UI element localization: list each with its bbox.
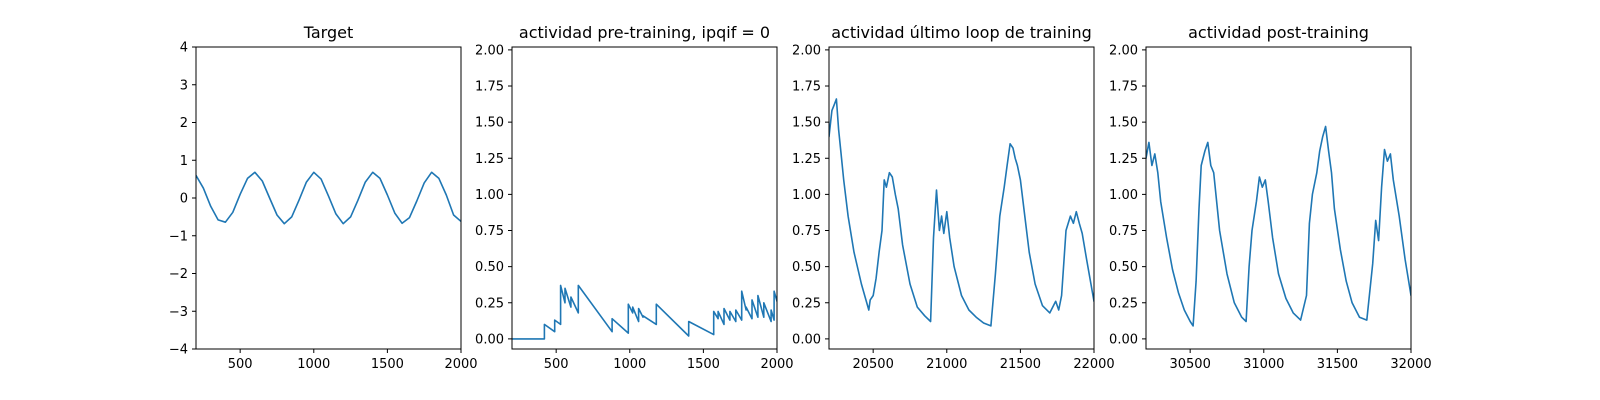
- x-tick-label: 2000: [760, 357, 793, 372]
- y-tick-label: −1: [169, 229, 188, 244]
- y-tick-label: 3: [180, 78, 188, 93]
- y-tick-label: 1.75: [1109, 80, 1138, 95]
- y-tick-label: 0.25: [475, 296, 504, 311]
- y-tick-label: 0.00: [792, 332, 821, 347]
- y-tick-label: 0.50: [1109, 260, 1138, 275]
- chart-panel-3: actividad último loop de training 20500 21…: [792, 23, 1115, 372]
- x-tick-label: 1500: [371, 357, 404, 372]
- y-tick-label: 1: [180, 154, 188, 169]
- y-tick-label: 4: [180, 41, 188, 56]
- chart-panel-1: Target 500 1000 1500 2000 −4 −3 −2 −1 0 1 2 3 4: [169, 23, 478, 372]
- chart-title: Target: [303, 23, 354, 42]
- y-tick-label: 2.00: [792, 43, 821, 58]
- y-tick-label: 1.75: [792, 80, 821, 95]
- x-tick-label: 31000: [1243, 357, 1284, 372]
- y-tick-label: 2: [180, 116, 188, 131]
- y-tick-label: 0: [180, 192, 188, 207]
- y-tick-label: 1.25: [792, 152, 821, 167]
- chart-title: actividad último loop de training: [831, 23, 1092, 42]
- y-tick-label: 0.25: [1109, 296, 1138, 311]
- y-tick-label: 2.00: [475, 43, 504, 58]
- x-tick-label: 20500: [852, 357, 893, 372]
- x-tick-label: 1500: [687, 357, 720, 372]
- y-tick-label: 0.25: [792, 296, 821, 311]
- x-tick-label: 1000: [297, 357, 330, 372]
- y-tick-label: 0.75: [475, 224, 504, 239]
- series-line-3: [829, 98, 1094, 327]
- y-tick-label: 1.75: [475, 80, 504, 95]
- series-line-1: [196, 171, 461, 225]
- y-tick-label: 1.50: [1109, 116, 1138, 131]
- y-tick-label: 0.50: [475, 260, 504, 275]
- y-tick-label: 1.50: [792, 116, 821, 131]
- chart-title: actividad pre-training, ipqif = 0: [519, 23, 770, 42]
- x-tick-label: 21500: [1000, 357, 1041, 372]
- chart-panel-2: actividad pre-training, ipqif = 0 500 1000…: [475, 23, 794, 372]
- x-tick-label: 32000: [1390, 357, 1431, 372]
- x-tick-label: 21000: [926, 357, 967, 372]
- y-tick-label: 1.25: [1109, 152, 1138, 167]
- chart-panel-4: actividad post-training 30500 31000 31500 32…: [1109, 23, 1432, 372]
- y-tick-label: 0.00: [475, 332, 504, 347]
- y-tick-label: 0.75: [792, 224, 821, 239]
- axes-frame: [828, 46, 1095, 350]
- chart-title: actividad post-training: [1188, 23, 1369, 42]
- y-tick-label: 1.25: [475, 152, 504, 167]
- y-tick-label: 2.00: [1109, 43, 1138, 58]
- axes-frame: [511, 46, 778, 350]
- y-tick-label: 1.00: [1109, 188, 1138, 203]
- y-tick-label: 0.00: [1109, 332, 1138, 347]
- y-tick-label: 1.50: [475, 116, 504, 131]
- x-tick-label: 2000: [444, 357, 477, 372]
- y-tick-label: −2: [169, 267, 188, 282]
- x-tick-label: 30500: [1169, 357, 1210, 372]
- axes-frame: [1145, 46, 1412, 350]
- y-tick-label: 1.00: [792, 188, 821, 203]
- series-line-2: [512, 284, 777, 340]
- x-tick-label: 31500: [1317, 357, 1358, 372]
- x-tick-label: 22000: [1073, 357, 1114, 372]
- y-tick-label: 0.50: [792, 260, 821, 275]
- y-tick-label: 1.00: [475, 188, 504, 203]
- y-tick-label: −3: [169, 305, 188, 320]
- x-tick-label: 500: [544, 357, 569, 372]
- y-tick-label: −4: [169, 343, 188, 358]
- y-tick-label: 0.75: [1109, 224, 1138, 239]
- x-tick-label: 500: [228, 357, 253, 372]
- series-line-4: [1146, 125, 1411, 327]
- x-tick-label: 1000: [613, 357, 646, 372]
